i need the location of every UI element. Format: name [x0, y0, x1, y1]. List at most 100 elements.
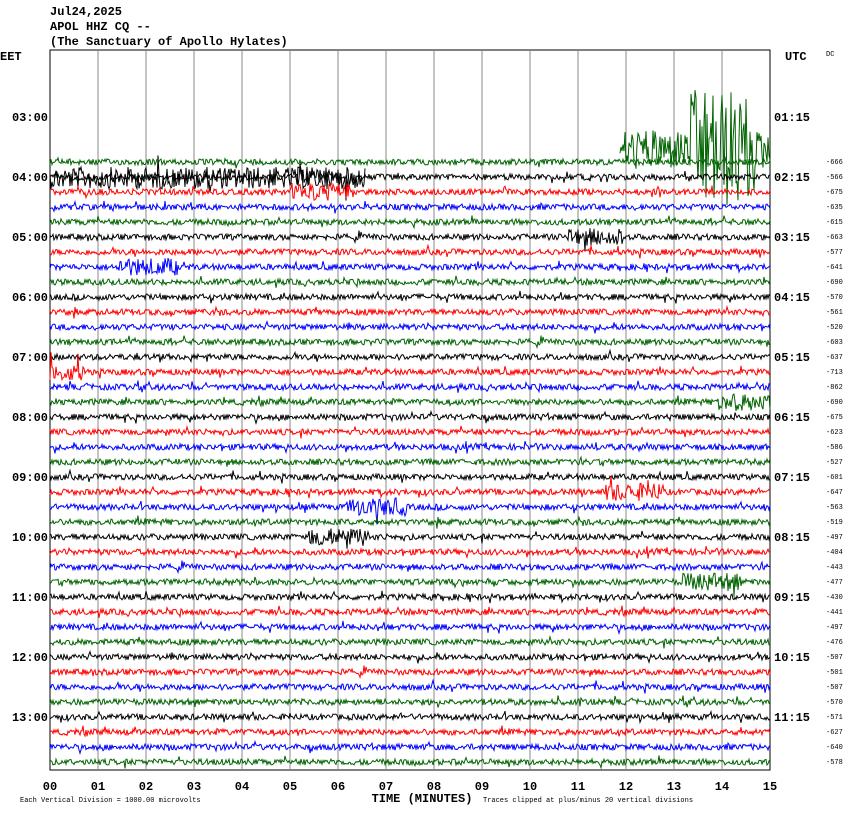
trace: [49, 335, 771, 350]
x-tick-label: 04: [235, 780, 249, 794]
dc-value: -862: [826, 384, 843, 392]
dc-value: -519: [826, 519, 843, 527]
left-time-label: 06:00: [12, 291, 48, 305]
trace: [49, 155, 771, 169]
trace: [49, 528, 771, 549]
x-tick-label: 06: [331, 780, 345, 794]
x-tick-label: 00: [43, 780, 57, 794]
dc-value: -507: [826, 654, 843, 662]
trace: [49, 455, 771, 467]
dc-value: -675: [826, 189, 843, 197]
plot-frame: [49, 49, 771, 771]
dc-label: DC: [826, 51, 834, 59]
trace: [49, 424, 771, 439]
left-axis-label: EET: [0, 50, 22, 64]
left-time-label: 03:00: [12, 111, 48, 125]
traces: [49, 90, 771, 770]
x-tick-label: 05: [283, 780, 297, 794]
right-time-label: 07:15: [774, 471, 810, 485]
trace: [49, 546, 771, 559]
trace: [49, 182, 771, 201]
dc-value: -640: [826, 744, 843, 752]
dc-value: -663: [826, 234, 843, 242]
trace: [49, 228, 771, 252]
x-axis-label: TIME (MINUTES): [372, 792, 473, 806]
x-tick-label: 07: [379, 780, 393, 794]
trace: [49, 678, 771, 694]
trace: [49, 290, 771, 304]
trace: [49, 393, 771, 412]
left-time-label: 04:00: [12, 171, 48, 185]
left-time-label: 07:00: [12, 351, 48, 365]
trace: [49, 320, 771, 334]
dc-value: -675: [826, 414, 843, 422]
dc-value: -501: [826, 669, 843, 677]
trace: [49, 409, 771, 425]
x-tick-label: 03: [187, 780, 201, 794]
grid: [97, 50, 723, 770]
dc-value: -586: [826, 444, 843, 452]
trace: [49, 352, 771, 382]
dc-value: -570: [826, 294, 843, 302]
right-time-label: 06:15: [774, 411, 810, 425]
trace: [49, 755, 771, 770]
trace: [49, 560, 771, 575]
left-time-label: 12:00: [12, 651, 48, 665]
date: Jul24,2025: [50, 5, 122, 19]
trace: [49, 620, 771, 635]
x-tick-label: 01: [91, 780, 105, 794]
dc-value: -690: [826, 399, 843, 407]
dc-value: -507: [826, 684, 843, 692]
trace: [49, 605, 771, 619]
trace: [49, 468, 771, 484]
dc-value: -623: [826, 429, 843, 437]
dc-value: -443: [826, 564, 843, 572]
dc-value: -627: [826, 729, 843, 737]
x-tick-label: 14: [715, 780, 729, 794]
trace: [49, 695, 771, 708]
x-tick-label: 12: [619, 780, 633, 794]
dc-value: -713: [826, 369, 843, 377]
scale-note: Each Vertical Division = 1000.00 microvo…: [20, 797, 201, 805]
dc-value: -641: [826, 264, 843, 272]
trace: [49, 215, 771, 230]
dc-value: -561: [826, 309, 843, 317]
trace: [49, 163, 771, 188]
trace: [49, 590, 771, 604]
dc-value: -577: [826, 249, 843, 257]
dc-value: -520: [826, 324, 843, 332]
dc-value: -570: [826, 699, 843, 707]
trace: [49, 497, 771, 525]
dc-value: -497: [826, 534, 843, 542]
trace: [49, 304, 771, 319]
station: APOL HHZ CQ --: [50, 20, 151, 34]
x-tick-label: 09: [475, 780, 489, 794]
trace: [49, 725, 771, 738]
dc-value: -690: [826, 279, 843, 287]
trace: [49, 634, 771, 649]
dc-value: -430: [826, 594, 843, 602]
clip-note: Traces clipped at plus/minus 20 vertical…: [483, 797, 693, 805]
x-tick-label: 10: [523, 780, 537, 794]
site: (The Sanctuary of Apollo Hylates): [50, 35, 288, 49]
left-time-label: 09:00: [12, 471, 48, 485]
x-tick-label: 08: [427, 780, 441, 794]
trace: [619, 90, 771, 205]
dc-value: -563: [826, 504, 843, 512]
dc-value: -637: [826, 354, 843, 362]
dc-value: -666: [826, 159, 843, 167]
x-tick-label: 02: [139, 780, 153, 794]
right-time-label: 03:15: [774, 231, 810, 245]
left-time-label: 10:00: [12, 531, 48, 545]
x-tick-label: 13: [667, 780, 681, 794]
trace: [49, 709, 771, 725]
x-tick-label: 15: [763, 780, 777, 794]
right-axis-label: UTC: [785, 50, 807, 64]
dc-value: -497: [826, 624, 843, 632]
trace: [49, 572, 771, 597]
trace: [49, 200, 771, 214]
right-time-label: 02:15: [774, 171, 810, 185]
dc-value: -477: [826, 579, 843, 587]
left-time-label: 08:00: [12, 411, 48, 425]
